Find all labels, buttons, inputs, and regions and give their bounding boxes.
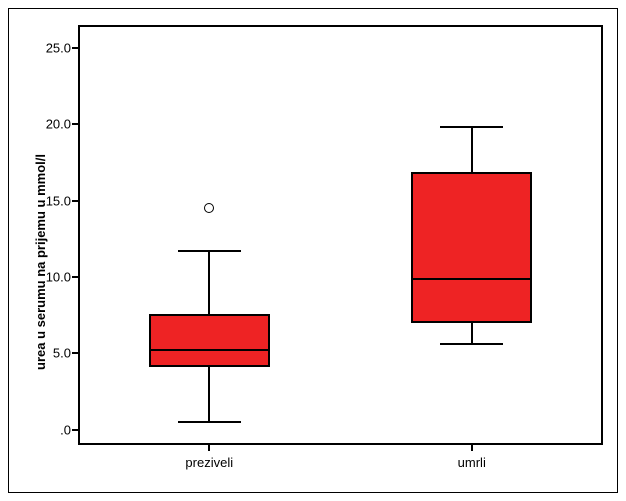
boxplot-whisker — [208, 367, 210, 422]
boxplot-whisker-cap — [440, 343, 503, 345]
boxplot-median — [411, 278, 532, 280]
x-tick-mark — [208, 445, 210, 451]
boxplot-whisker — [471, 323, 473, 344]
boxplot-median — [149, 349, 270, 351]
y-tick-mark — [72, 352, 78, 354]
boxplot-whisker — [471, 127, 473, 171]
y-tick-label: .0 — [31, 422, 71, 437]
y-tick-label: 25.0 — [31, 40, 71, 55]
boxplot-whisker-cap — [178, 421, 241, 423]
y-tick-label: 20.0 — [31, 117, 71, 132]
boxplot-whisker-cap — [178, 250, 241, 252]
x-tick-label: umrli — [458, 455, 486, 470]
boxplot-whisker — [208, 251, 210, 314]
y-tick-mark — [72, 276, 78, 278]
x-tick-label: preziveli — [185, 455, 233, 470]
boxplot-outlier — [204, 203, 214, 213]
boxplot-box — [411, 172, 532, 323]
boxplot-box — [149, 314, 270, 367]
x-tick-mark — [471, 445, 473, 451]
y-tick-mark — [72, 429, 78, 431]
y-tick-mark — [72, 47, 78, 49]
boxplot-whisker-cap — [440, 126, 503, 128]
y-axis-label: urea u serumu na prijemu u mmol/l — [33, 154, 48, 370]
y-tick-mark — [72, 123, 78, 125]
y-tick-mark — [72, 200, 78, 202]
